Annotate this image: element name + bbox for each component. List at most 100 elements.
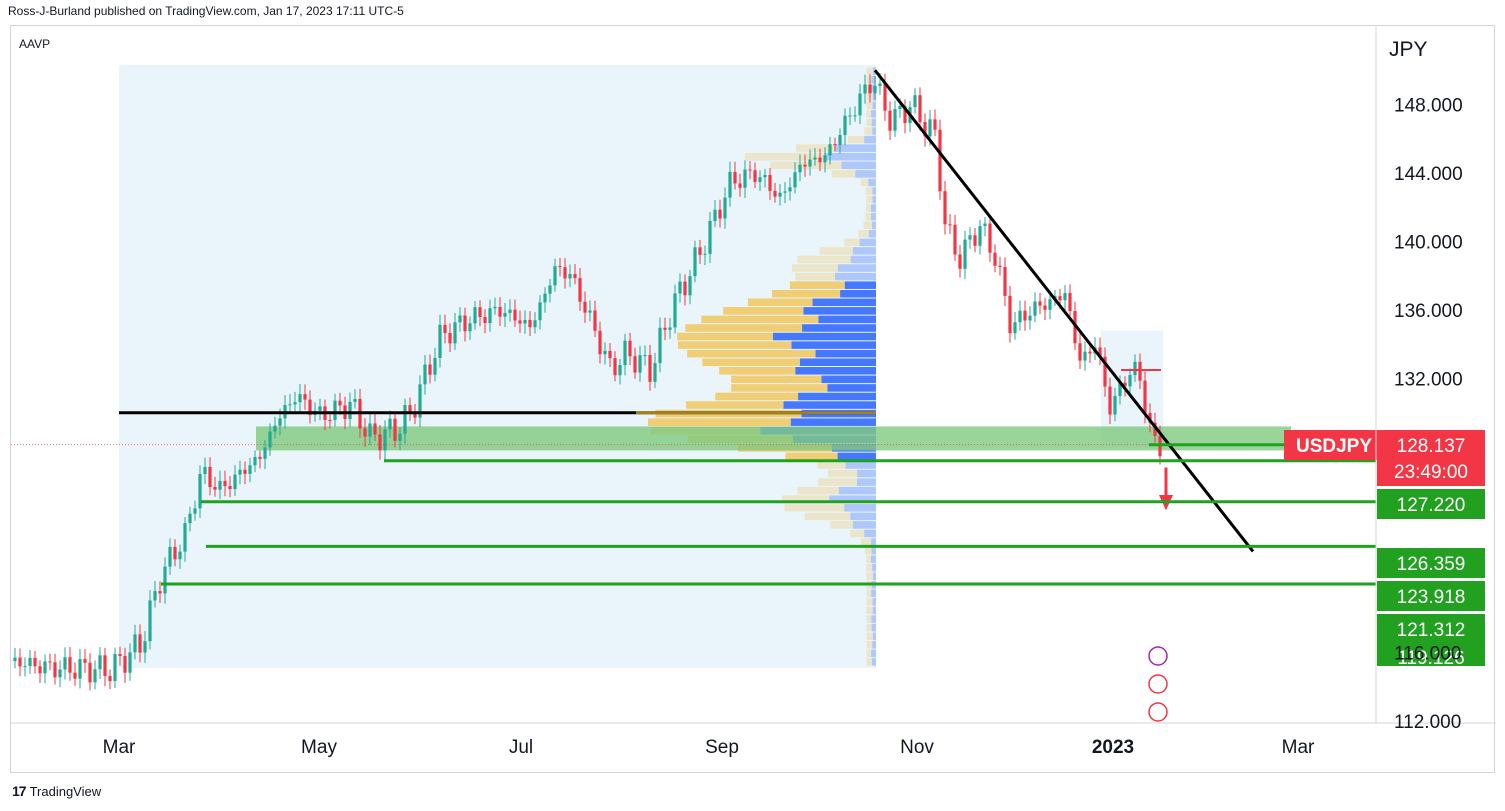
- candle-body: [893, 109, 897, 131]
- profile-row-sell: [677, 332, 774, 341]
- profile-row-buy: [845, 461, 876, 469]
- candle-body: [1098, 347, 1102, 357]
- profile-row-sell: [866, 658, 873, 666]
- candle-body: [198, 474, 202, 509]
- profile-row-buy: [872, 598, 876, 606]
- profile-row-sell: [866, 67, 873, 75]
- candle-body: [663, 327, 667, 330]
- candle-body: [868, 84, 872, 94]
- candle-body: [233, 474, 237, 490]
- candle-body: [153, 591, 157, 601]
- candle-body: [393, 418, 397, 441]
- candle-body: [848, 115, 852, 117]
- profile-row-sell: [731, 375, 822, 384]
- candle-body: [1148, 413, 1152, 423]
- event-icon: [1148, 674, 1168, 694]
- candle-body: [433, 357, 437, 375]
- candle-body: [168, 546, 172, 567]
- candle-body: [963, 239, 967, 269]
- candle-body: [293, 402, 297, 405]
- candle-body: [818, 157, 822, 163]
- x-tick-label: Mar: [1282, 737, 1315, 758]
- profile-row-buy: [864, 529, 876, 538]
- candle-body: [188, 513, 192, 524]
- downtrend-line: [873, 69, 1255, 553]
- candle-body: [338, 400, 342, 406]
- candle-body: [948, 224, 952, 226]
- profile-row-buy: [864, 135, 876, 144]
- candle-body: [163, 566, 167, 594]
- candle-body: [733, 171, 737, 184]
- tv-logo-icon: 17: [12, 783, 27, 799]
- candle-body: [113, 654, 117, 682]
- profile-row-buy: [821, 375, 876, 384]
- candle-body: [553, 266, 557, 286]
- candle-body: [13, 657, 17, 662]
- candle-body: [753, 170, 757, 182]
- candle-body: [758, 177, 762, 182]
- candle-body: [463, 315, 467, 332]
- candle-body: [693, 247, 697, 277]
- candle-body: [248, 465, 252, 474]
- profile-row-buy: [871, 118, 876, 127]
- candle-body: [678, 281, 682, 294]
- brand-name: TradingView: [29, 783, 102, 799]
- candle-body: [888, 110, 892, 131]
- candle-body: [1008, 295, 1012, 334]
- candle-body: [898, 106, 902, 110]
- profile-row-sell: [860, 538, 872, 546]
- candle-body: [58, 669, 62, 678]
- candle-body: [688, 276, 692, 296]
- candle-body: [648, 355, 652, 382]
- candle-body: [223, 480, 227, 487]
- last-price-value: 128.137: [1397, 436, 1466, 457]
- candle-body: [88, 662, 92, 683]
- candle-body: [973, 235, 977, 246]
- candle-body: [573, 274, 577, 279]
- symbol-tag: [1284, 430, 1384, 460]
- candle-body: [1103, 356, 1107, 387]
- candle-body: [173, 546, 177, 560]
- candle-body: [103, 655, 107, 677]
- candle-body: [438, 324, 442, 358]
- candle-body: [623, 340, 627, 366]
- candle-body: [928, 119, 932, 137]
- profile-row-buy: [823, 152, 876, 161]
- candle-body: [903, 106, 907, 124]
- candle-body: [483, 317, 487, 324]
- candle-body: [508, 309, 512, 313]
- candle-body: [523, 319, 527, 324]
- profile-row-buy: [871, 221, 876, 230]
- profile-row-sell: [795, 272, 835, 281]
- candle-body: [128, 652, 132, 673]
- tradingview-logo[interactable]: 17 TradingView: [12, 783, 101, 799]
- profile-row-buy: [815, 349, 876, 358]
- candle-body: [543, 293, 547, 303]
- candle-body: [588, 310, 592, 313]
- candle-body: [598, 330, 602, 355]
- profile-row-sell: [864, 127, 873, 135]
- candle-body: [243, 469, 247, 474]
- candle-body: [978, 226, 982, 246]
- profile-row-buy: [795, 367, 876, 375]
- candle-body: [298, 394, 302, 403]
- candle-body: [1063, 293, 1067, 301]
- profile-row-buy: [871, 615, 876, 623]
- profile-row-buy: [844, 281, 876, 289]
- profile-row-sell: [819, 247, 853, 255]
- candle-body: [983, 223, 987, 227]
- candle-body: [133, 634, 137, 653]
- candle-body: [828, 144, 832, 156]
- chart-frame[interactable]: USDJPY 128.137 23:49:00 127.220 126.359 123.9…: [10, 25, 1496, 774]
- profile-row-sell: [866, 606, 873, 615]
- candle-body: [288, 404, 292, 406]
- candle-body: [1068, 293, 1072, 312]
- profile-row-buy: [856, 478, 876, 486]
- candle-body: [348, 401, 352, 419]
- candle-body: [788, 187, 792, 192]
- candle-body: [558, 266, 562, 268]
- chart-svg[interactable]: USDJPY 128.137 23:49:00 127.220 126.359 123.9…: [11, 26, 1496, 774]
- support-price-value: 121.312: [1397, 620, 1466, 641]
- candle-body: [1028, 315, 1032, 321]
- candle-body: [213, 487, 217, 490]
